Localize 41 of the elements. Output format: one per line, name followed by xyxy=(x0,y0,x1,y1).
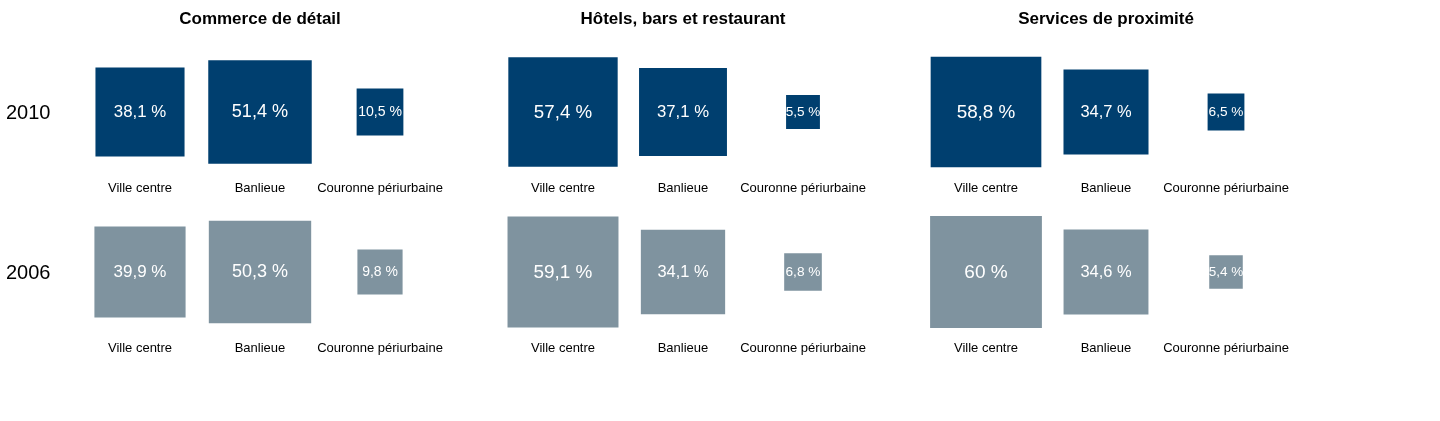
category-label: Banlieue xyxy=(657,340,709,355)
category-label: Couronne périurbaine xyxy=(740,340,866,355)
category-label: Couronne périurbaine xyxy=(317,340,443,355)
category-label: Ville centre xyxy=(107,180,173,195)
data-label: 59,1 % xyxy=(533,261,593,282)
category-label: Couronne périurbaine xyxy=(317,180,443,195)
data-label: 34,6 % xyxy=(1080,262,1132,280)
text: 2010 xyxy=(6,100,51,123)
category-label: Banlieue xyxy=(657,180,709,195)
category-label: Couronne périurbaine xyxy=(740,180,866,195)
category-label: Banlieue xyxy=(1080,180,1132,195)
data-label: 57,4 % xyxy=(533,101,593,122)
text: Hôtels, bars et restaurant xyxy=(580,9,786,28)
data-label: 50,3 % xyxy=(231,261,289,281)
data-label: 51,4 % xyxy=(231,101,289,121)
data-label: 34,1 % xyxy=(657,262,709,280)
data-label: 34,7 % xyxy=(1080,102,1132,120)
category-label: Banlieue xyxy=(234,180,286,195)
category-label: Couronne périurbaine xyxy=(1163,180,1289,195)
category-label: Couronne périurbaine xyxy=(1163,340,1289,355)
data-label: 6,5 % xyxy=(1208,104,1244,119)
category-label: Ville centre xyxy=(953,340,1019,355)
category-label: Ville centre xyxy=(953,180,1019,195)
text: Services de proximité xyxy=(1018,9,1194,28)
data-label: 6,8 % xyxy=(785,264,821,279)
data-label: 9,8 % xyxy=(362,263,398,279)
data-label: 5,4 % xyxy=(1208,264,1244,279)
category-label: Ville centre xyxy=(530,180,596,195)
category-label: Ville centre xyxy=(530,340,596,355)
data-label: 39,9 % xyxy=(113,262,167,281)
text: 2006 xyxy=(6,260,51,283)
text: Commerce de détail xyxy=(179,9,341,28)
data-label: 38,1 % xyxy=(113,102,167,121)
data-label: 58,8 % xyxy=(956,101,1016,122)
category-label: Ville centre xyxy=(107,340,173,355)
category-label: Banlieue xyxy=(1080,340,1132,355)
data-label: 60 % xyxy=(964,261,1008,282)
data-label: 10,5 % xyxy=(358,103,402,119)
data-label: 5,5 % xyxy=(785,104,821,119)
category-label: Banlieue xyxy=(234,340,286,355)
data-label: 37,1 % xyxy=(657,102,710,121)
